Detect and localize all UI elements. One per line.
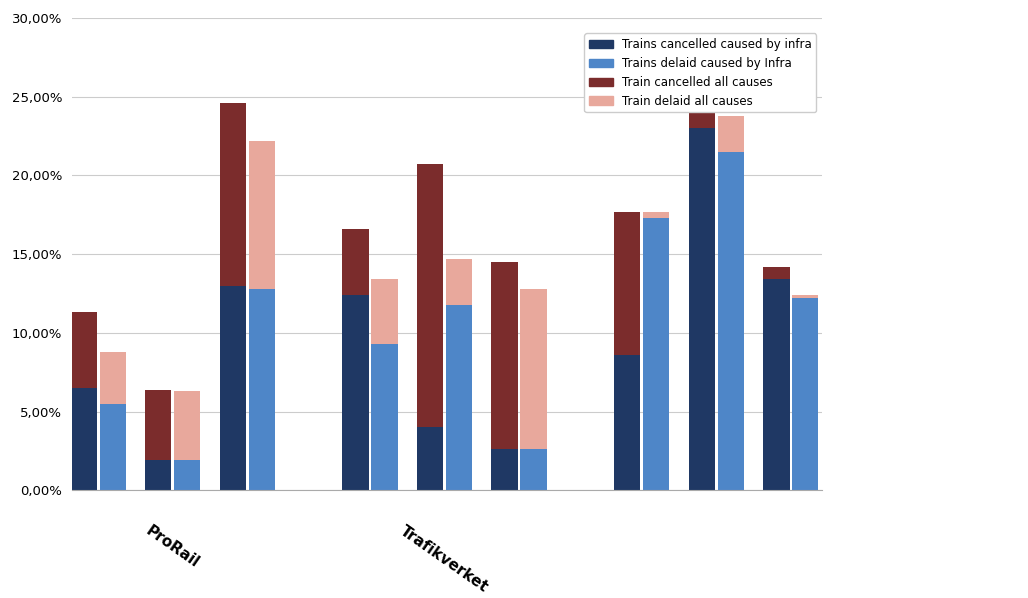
Bar [644,218,669,490]
Bar [644,212,669,218]
Bar [520,450,547,490]
Bar [145,389,172,460]
Bar [174,391,200,460]
Bar [718,115,744,152]
Bar [520,289,547,450]
Bar [446,259,472,304]
Bar [342,229,369,295]
Bar [491,450,518,490]
Bar [174,460,200,490]
Bar [220,286,246,490]
Bar [71,388,97,490]
Bar [417,428,443,490]
Bar [100,352,125,404]
Bar [371,279,398,344]
Bar [371,344,398,490]
Bar [71,312,97,388]
Bar [446,304,472,490]
Bar [417,164,443,428]
Bar [614,212,640,355]
Bar [763,267,790,279]
Bar [763,279,790,490]
Bar [718,152,744,490]
Text: Trafikverket: Trafikverket [398,523,491,596]
Bar [689,128,715,490]
Bar [689,112,715,128]
Bar [100,404,125,490]
Bar [342,295,369,490]
Legend: Trains cancelled caused by infra, Trains delaid caused by Infra, Train cancelled: Trains cancelled caused by infra, Trains… [584,33,816,112]
Bar [249,289,274,490]
Bar [145,460,172,490]
Bar [614,355,640,490]
Bar [249,141,274,289]
Bar [793,298,818,490]
Bar [793,295,818,298]
Bar [491,262,518,450]
Text: ProRail: ProRail [143,523,203,571]
Bar [220,103,246,286]
